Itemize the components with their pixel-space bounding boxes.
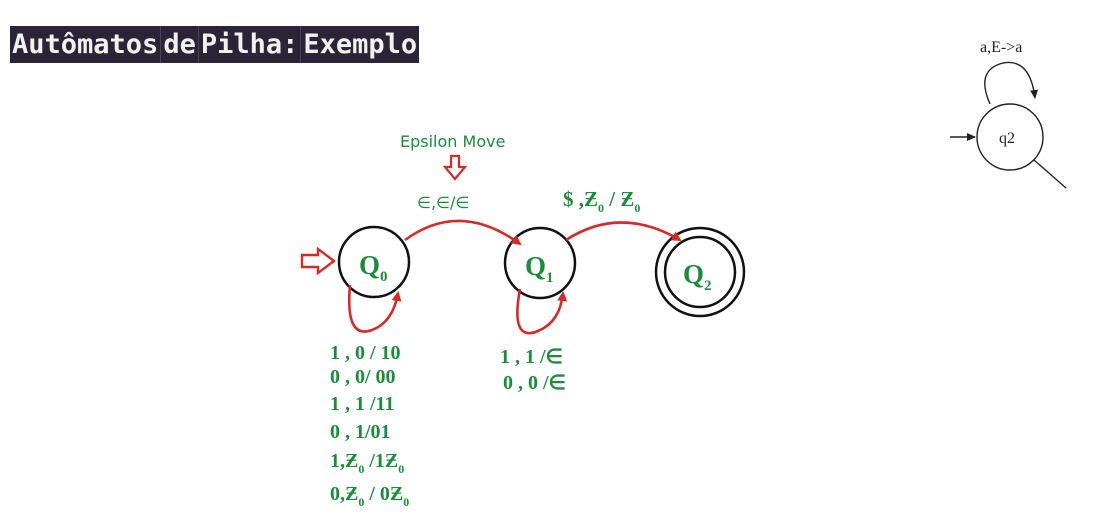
label-q1-q2: $ ,Ƶ0 / Ƶ0 — [563, 187, 640, 215]
page-title: Autômatos de Pilha: Exemplo — [10, 26, 420, 63]
inset-loop-label: a,E->a — [980, 39, 1022, 56]
state-q1-sub: 1 — [546, 270, 554, 286]
state-q0-sub: 0 — [380, 269, 388, 285]
state-q2-sub: 2 — [704, 278, 712, 294]
loop-q1 — [516, 288, 568, 335]
loop-q0 — [347, 284, 402, 333]
svg-text:Q2: Q2 — [683, 259, 712, 294]
edge-q1-q2 — [565, 221, 682, 242]
down-arrow-icon — [442, 154, 468, 181]
edge-q0-q1 — [404, 219, 522, 246]
loop-q0-label-5: 1,Ƶ0 /1Ƶ0 — [330, 450, 404, 476]
loop-q0-label-6: 0,Ƶ0 / 0Ƶ0 — [330, 483, 409, 509]
loop-q0-label-1: 1 , 0 / 10 — [330, 342, 401, 364]
label-q0-q1: ∈,∈/∈ — [417, 193, 469, 212]
title-word-3: Pilha: — [198, 26, 302, 63]
loop-q0-labels: 1 , 0 / 10 0 , 0/ 00 1 , 1 /11 0 , 1/01 … — [330, 342, 409, 509]
inset-state-label: q2 — [999, 130, 1015, 147]
epsilon-move-label: Epsilon Move — [400, 132, 505, 151]
loop-q1-labels: 1 , 1 /∈ 0 , 0 /∈ — [500, 346, 566, 394]
state-q1: Q1 — [503, 226, 577, 300]
state-q0: Q0 — [337, 225, 411, 299]
label-q1-q2-z2: Ƶ — [620, 187, 634, 211]
state-q2-accepting: Q2 — [654, 226, 746, 318]
title-word-1: Autômatos — [10, 26, 162, 63]
svg-text:Q0: Q0 — [359, 250, 388, 285]
state-q1-label: Q — [525, 251, 546, 281]
inset-edge-out — [1033, 159, 1067, 189]
inset-loop — [984, 61, 1038, 105]
start-arrow-icon — [300, 246, 336, 276]
label-q1-q2-mid: / — [604, 187, 620, 211]
label-q1-q2-a: $ , — [563, 187, 584, 211]
state-q2-label: Q — [683, 259, 704, 289]
label-q1-q2-s1: 0 — [598, 201, 604, 215]
title-word-4: Exemplo — [301, 26, 420, 63]
inset-diagram: a,E->a q2 — [950, 39, 1067, 189]
loop-q1-label-2: 0 , 0 /∈ — [503, 372, 566, 394]
loop-q0-label-2: 0 , 0/ 00 — [330, 366, 396, 388]
loop-q0-label-4: 0 , 1/01 — [330, 421, 391, 443]
loop-q1-label-1: 1 , 1 /∈ — [500, 346, 563, 368]
inset-state — [976, 103, 1044, 171]
state-q0-label: Q — [359, 250, 380, 280]
label-q1-q2-z1: Ƶ — [584, 187, 598, 211]
svg-text:Q1: Q1 — [525, 251, 554, 286]
loop-q0-label-3: 1 , 1 /11 — [330, 393, 394, 415]
title-word-2: de — [161, 26, 199, 63]
label-q1-q2-s2: 0 — [634, 201, 640, 215]
